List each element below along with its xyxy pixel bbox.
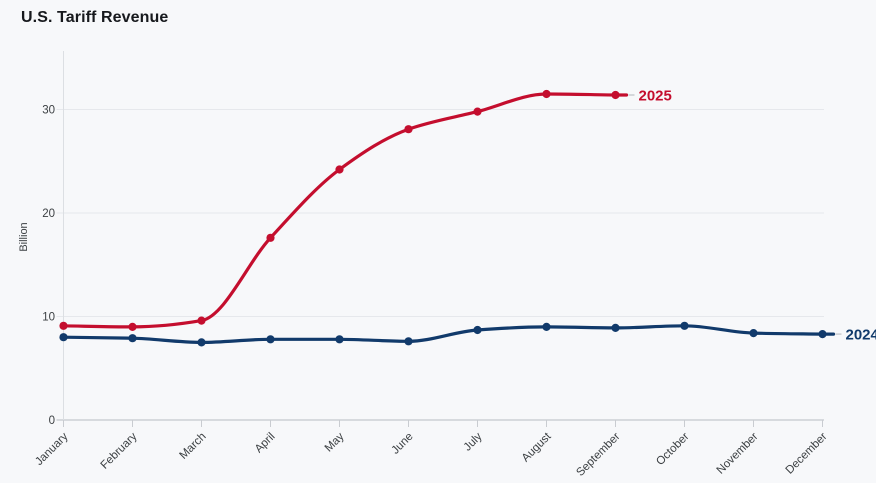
data-point-2024[interactable] <box>611 323 620 332</box>
y-tick-label: 20 <box>42 208 55 220</box>
data-point-2024[interactable] <box>335 335 344 344</box>
data-point-2025[interactable] <box>542 89 551 99</box>
y-axis-title: Billion <box>18 222 30 251</box>
data-point-2025[interactable] <box>473 107 482 116</box>
series-label-2024: 2024 <box>846 327 876 344</box>
series-line-2024 <box>61 324 836 345</box>
x-tick-label: October <box>654 431 692 469</box>
series-label-2025: 2025 <box>639 88 672 105</box>
x-tick-label: July <box>462 430 485 453</box>
data-point-2025[interactable] <box>611 90 620 100</box>
data-point-2025[interactable] <box>404 125 413 134</box>
x-tick-label: February <box>99 430 140 471</box>
data-point-2024[interactable] <box>473 325 482 335</box>
y-tick-label: 0 <box>49 415 55 427</box>
x-tick-label: December <box>784 431 830 477</box>
data-point-2024[interactable] <box>680 321 689 330</box>
x-tick-label: November <box>715 431 761 477</box>
data-point-2025[interactable] <box>266 233 275 242</box>
data-point-2024[interactable] <box>542 322 551 331</box>
data-point-2025[interactable] <box>335 165 344 174</box>
x-tick-label: January <box>33 430 71 468</box>
x-tick-label: May <box>323 430 347 454</box>
data-point-2024[interactable] <box>818 330 827 339</box>
y-tick-label: 30 <box>42 105 55 117</box>
x-tick-label: March <box>178 431 209 462</box>
series-line-2025 <box>61 92 629 329</box>
x-tick-label: April <box>253 431 278 456</box>
data-point-2024[interactable] <box>197 338 206 347</box>
data-point-2025[interactable] <box>128 322 137 331</box>
data-point-2024[interactable] <box>749 329 758 338</box>
x-tick-label: September <box>574 431 622 479</box>
data-point-2025[interactable] <box>59 321 68 330</box>
data-point-2024[interactable] <box>266 335 275 344</box>
x-tick-label: June <box>390 431 416 457</box>
data-point-2025[interactable] <box>197 316 206 325</box>
x-tick-label: August <box>520 430 554 464</box>
chart-title: U.S. Tariff Revenue <box>21 9 169 26</box>
y-tick-label: 10 <box>42 312 55 324</box>
data-point-2024[interactable] <box>128 334 137 343</box>
data-point-2024[interactable] <box>59 333 68 342</box>
data-point-2024[interactable] <box>404 337 413 346</box>
